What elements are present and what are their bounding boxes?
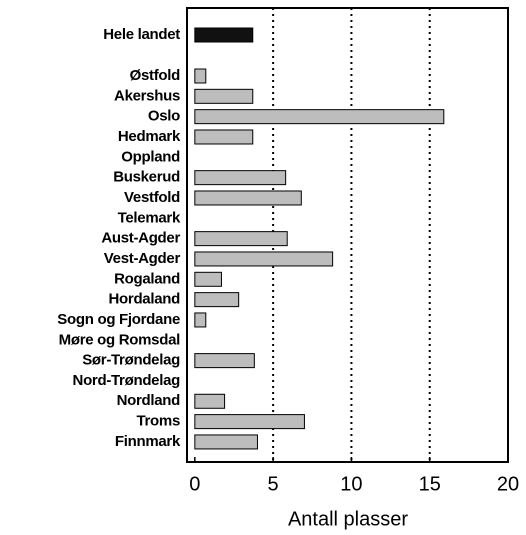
x-tick-label: 10 bbox=[340, 473, 362, 495]
y-tick-label: Buskerud bbox=[113, 169, 180, 186]
y-tick-label: Sør-Trøndelag bbox=[82, 352, 180, 369]
y-tick-label: Akershus bbox=[114, 87, 180, 104]
bar bbox=[194, 292, 240, 308]
bar bbox=[194, 434, 258, 450]
bar bbox=[194, 353, 255, 369]
x-tick-label: 15 bbox=[419, 473, 441, 495]
bar bbox=[194, 109, 445, 125]
bar bbox=[194, 27, 254, 43]
y-tick-label: Finnmark bbox=[115, 433, 181, 450]
bar bbox=[194, 170, 287, 186]
bar bbox=[194, 414, 305, 430]
plot-frame bbox=[186, 7, 509, 463]
bar bbox=[194, 88, 254, 104]
y-tick-label: Hordaland bbox=[109, 291, 181, 308]
bar bbox=[194, 271, 222, 287]
y-tick-label: Aust-Agder bbox=[101, 230, 180, 247]
x-tick-label: 5 bbox=[268, 473, 279, 495]
y-tick-label: Oslo bbox=[148, 108, 180, 125]
x-tick-label: 0 bbox=[189, 473, 200, 495]
y-tick-label: Rogaland bbox=[114, 270, 180, 287]
bar bbox=[194, 312, 207, 328]
bar bbox=[194, 129, 254, 145]
y-tick-label: Hele landet bbox=[103, 26, 180, 43]
y-tick-label: Møre og Romsdal bbox=[59, 331, 180, 348]
y-tick-label: Nord-Trøndelag bbox=[73, 372, 181, 389]
bar bbox=[194, 68, 207, 84]
bar bbox=[194, 393, 226, 409]
bar bbox=[194, 231, 288, 247]
bar bbox=[194, 251, 334, 267]
y-tick-label: Telemark bbox=[118, 209, 181, 226]
y-tick-label: Troms bbox=[136, 413, 180, 430]
y-tick-label: Oppland bbox=[121, 148, 180, 165]
y-tick-label: Østfold bbox=[130, 67, 181, 84]
x-axis-label: Antall plasser bbox=[288, 508, 408, 530]
y-tick-label: Nordland bbox=[117, 392, 181, 409]
y-tick-label: Sogn og Fjordane bbox=[57, 311, 180, 328]
x-tick-label: 20 bbox=[497, 473, 519, 495]
y-tick-label: Hedmark bbox=[118, 128, 181, 145]
bar bbox=[194, 190, 302, 206]
y-tick-label: Vest-Agder bbox=[104, 250, 181, 267]
y-tick-label: Vestfold bbox=[124, 189, 180, 206]
